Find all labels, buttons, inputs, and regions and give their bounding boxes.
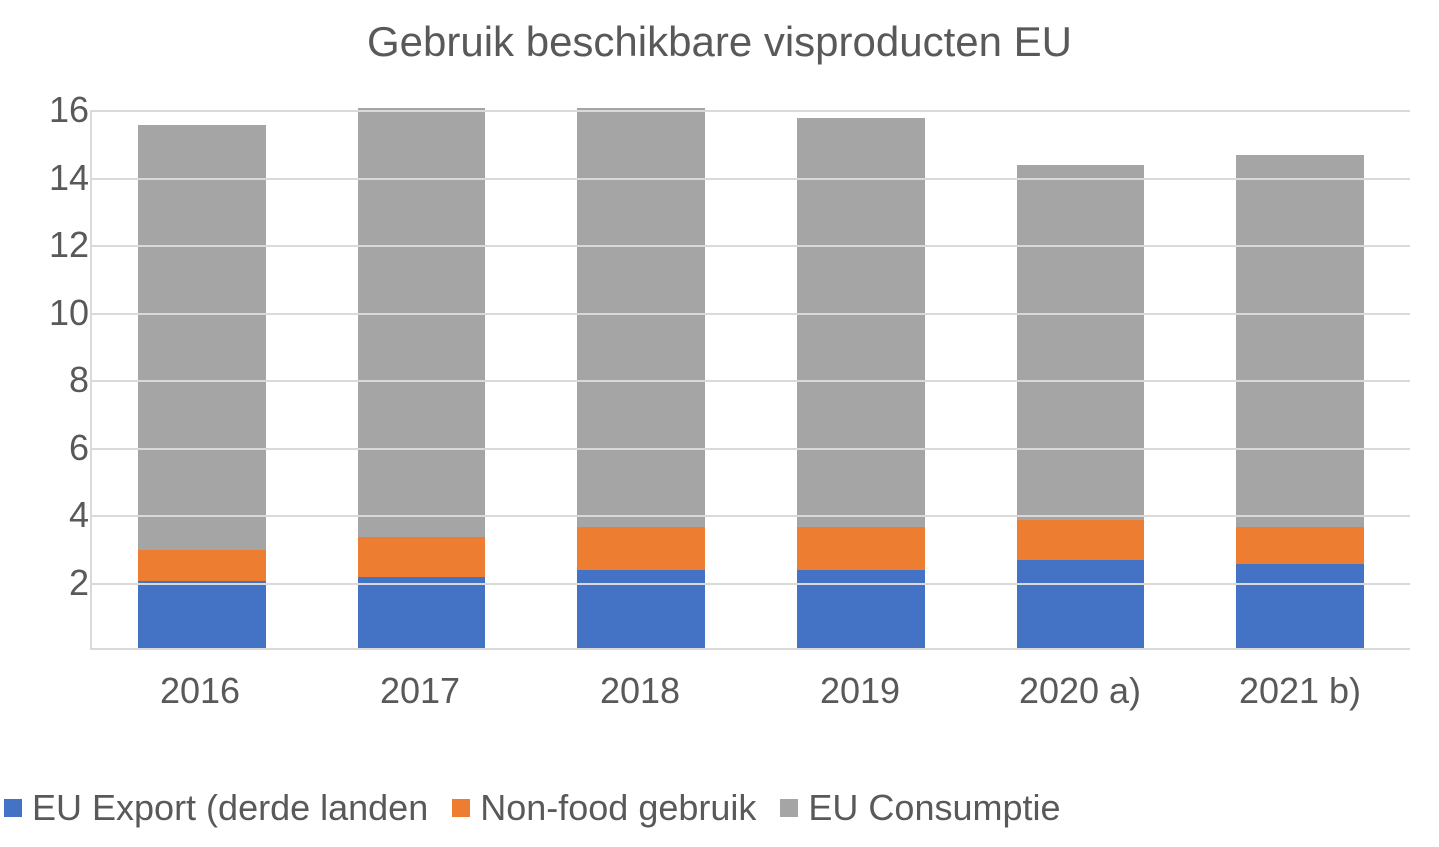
bar-segment-eu_export	[358, 577, 485, 648]
bar-segment-eu_consumptie	[577, 108, 704, 527]
bar-segment-non_food	[797, 527, 924, 571]
x-tick-label: 2019	[750, 670, 970, 712]
x-axis-labels: 20162017201820192020 a)2021 b)	[90, 670, 1410, 712]
bar-slot	[92, 110, 312, 648]
gridline	[92, 313, 1410, 315]
bar-segment-non_food	[138, 550, 265, 580]
x-tick-label: 2020 a)	[970, 670, 1190, 712]
bar-segment-non_food	[358, 537, 485, 578]
stacked-bar	[1017, 165, 1144, 648]
legend-item-eu_export: EU Export (derde landen	[4, 787, 428, 829]
gridline	[92, 380, 1410, 382]
x-tick-label: 2017	[310, 670, 530, 712]
stacked-bar	[1236, 155, 1363, 648]
bar-slot	[531, 110, 751, 648]
stacked-bar	[577, 108, 704, 648]
bar-segment-eu_consumptie	[1017, 165, 1144, 519]
y-tick-label: 16	[9, 89, 89, 131]
legend-swatch	[4, 799, 22, 817]
y-tick-label: 10	[9, 292, 89, 334]
gridline	[92, 515, 1410, 517]
x-tick-label: 2021 b)	[1190, 670, 1410, 712]
legend-label: Non-food gebruik	[480, 787, 756, 829]
stacked-bar	[138, 125, 265, 648]
legend-swatch	[780, 799, 798, 817]
gridline	[92, 245, 1410, 247]
plot-area	[90, 110, 1410, 650]
bar-segment-eu_export	[1236, 564, 1363, 648]
y-tick-label: 4	[9, 494, 89, 536]
gridline	[92, 583, 1410, 585]
gridline	[92, 448, 1410, 450]
legend-swatch	[452, 799, 470, 817]
bar-segment-eu_consumptie	[1236, 155, 1363, 526]
gridline	[92, 178, 1410, 180]
bar-segment-non_food	[1017, 520, 1144, 561]
legend: EU Export (derde landen Non-food gebruik E…	[0, 787, 1439, 829]
bar-slot	[751, 110, 971, 648]
chart-container: Gebruik beschikbare visproducten EU 2016…	[0, 0, 1439, 847]
bar-slot	[971, 110, 1191, 648]
x-tick-label: 2018	[530, 670, 750, 712]
bar-segment-non_food	[577, 527, 704, 571]
bar-segment-eu_export	[138, 581, 265, 649]
chart-title: Gebruik beschikbare visproducten EU	[0, 18, 1439, 66]
legend-label: EU Export (derde landen	[32, 787, 428, 829]
bars-group	[92, 110, 1410, 648]
legend-item-non_food: Non-food gebruik	[452, 787, 756, 829]
y-tick-label: 14	[9, 157, 89, 199]
bar-segment-eu_consumptie	[358, 108, 485, 537]
bar-segment-eu_consumptie	[138, 125, 265, 550]
gridline	[92, 110, 1410, 112]
y-tick-label: 6	[9, 427, 89, 469]
bar-slot	[1190, 110, 1410, 648]
bar-slot	[312, 110, 532, 648]
legend-item-eu_consumptie: EU Consumptie	[780, 787, 1060, 829]
bar-segment-eu_export	[1017, 560, 1144, 648]
legend-label: EU Consumptie	[808, 787, 1060, 829]
bar-segment-non_food	[1236, 527, 1363, 564]
x-tick-label: 2016	[90, 670, 310, 712]
y-tick-label: 8	[9, 359, 89, 401]
y-tick-label: 12	[9, 224, 89, 266]
y-tick-label: 2	[9, 562, 89, 604]
stacked-bar	[797, 118, 924, 648]
stacked-bar	[358, 108, 485, 648]
